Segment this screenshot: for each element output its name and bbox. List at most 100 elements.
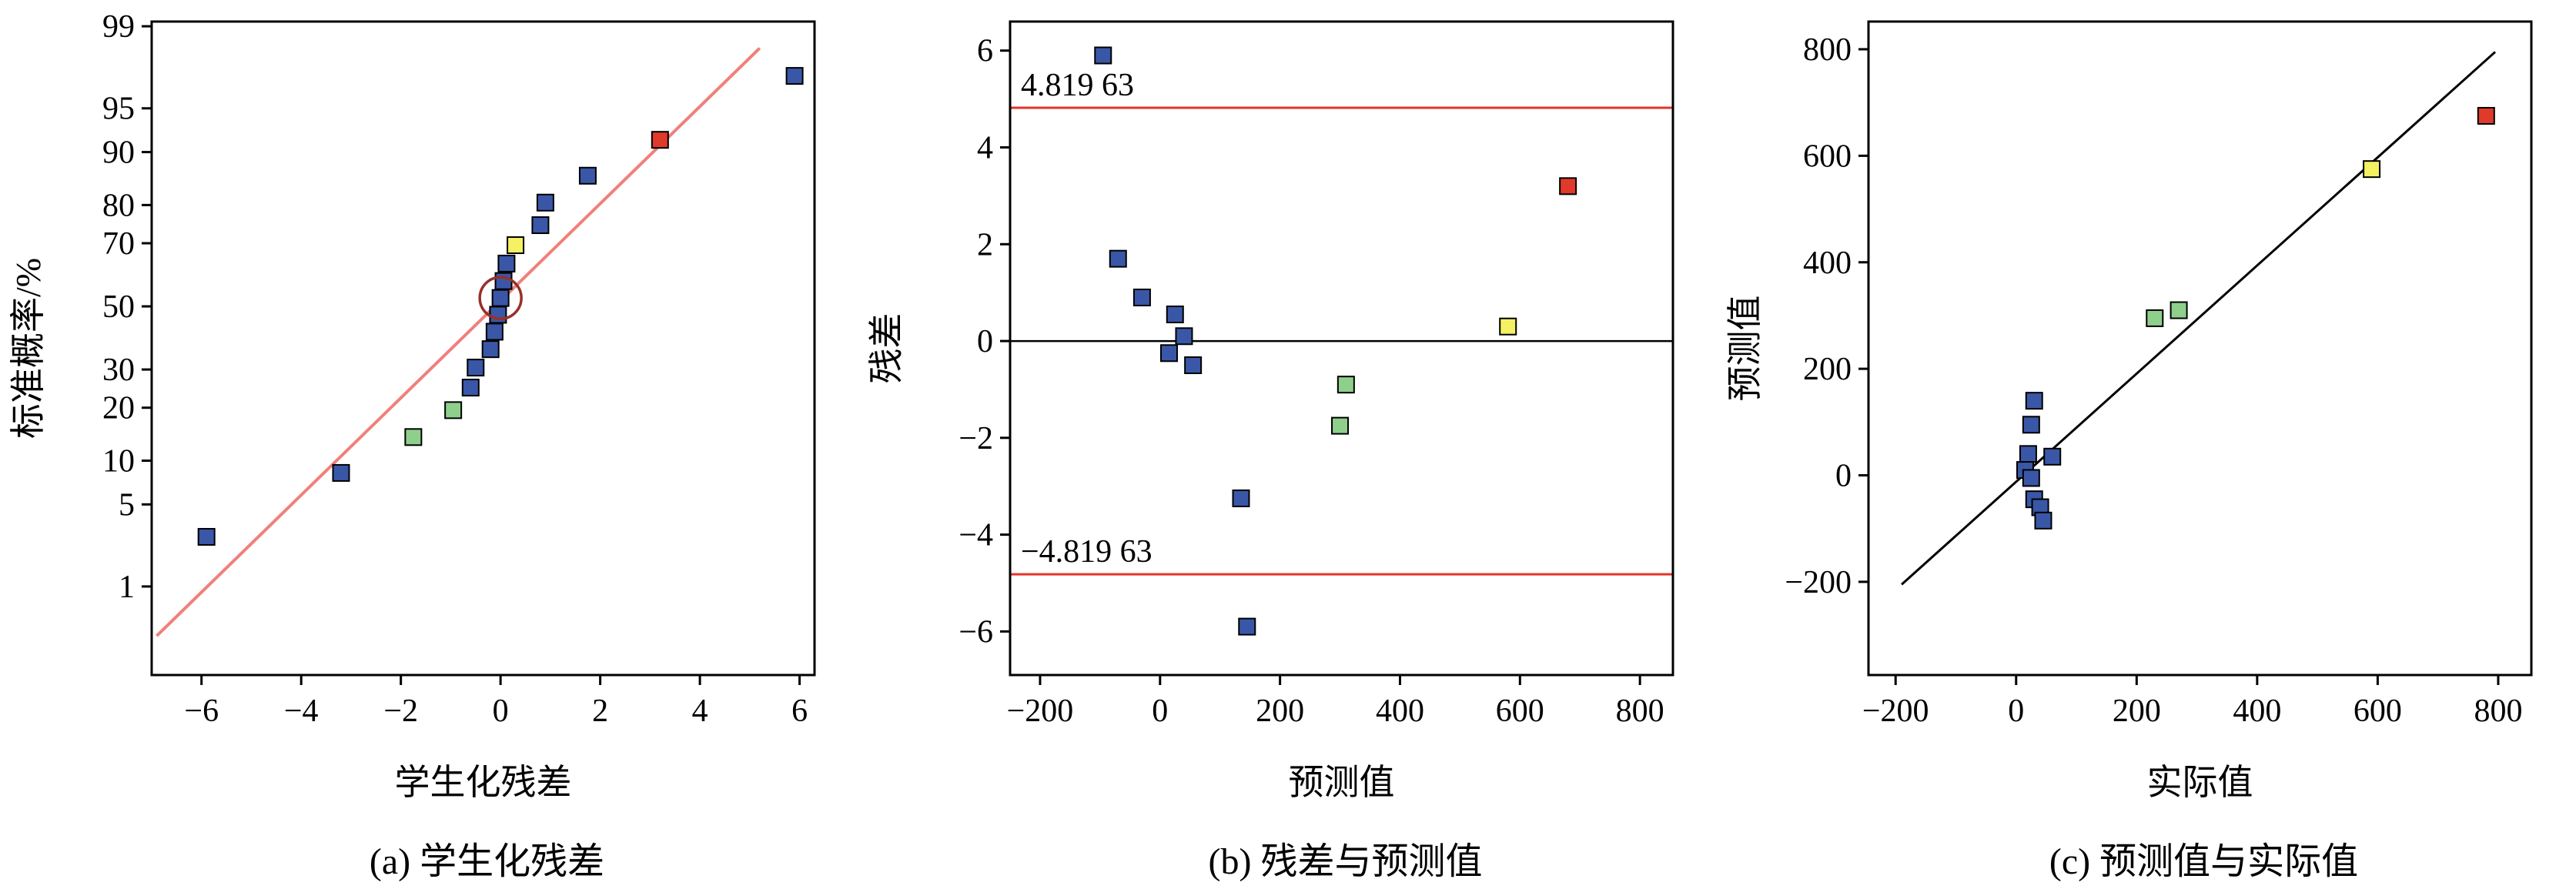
axis-frame <box>1009 20 1674 677</box>
data-point-square <box>404 428 423 446</box>
data-point-square <box>332 463 350 482</box>
y-tick-label: 0 <box>977 324 993 359</box>
data-point-square <box>1159 344 1178 363</box>
x-tick-label: 0 <box>493 693 509 729</box>
y-tick-label: 1 <box>119 570 135 605</box>
data-point-square <box>467 359 485 377</box>
data-point-square <box>1337 376 1355 394</box>
data-point-square <box>2146 309 2164 327</box>
data-point-square <box>489 306 507 324</box>
identity-line <box>1901 51 2497 586</box>
x-tick-label: 0 <box>2008 693 2024 729</box>
y-axis-title: 残差 <box>867 313 906 384</box>
caption-a: (a) 学生化残差 <box>369 841 605 882</box>
y-tick-label: −2 <box>958 421 993 456</box>
y-tick-label: 95 <box>102 92 135 127</box>
y-tick-label: 70 <box>102 226 135 262</box>
y-tick-label: 99 <box>102 9 135 45</box>
data-point-square <box>1499 317 1517 336</box>
data-point-square <box>2043 447 2062 466</box>
x-tick-label: 800 <box>2474 693 2522 729</box>
residual-limit-label: 4.819 63 <box>1021 68 1134 103</box>
data-point-square <box>481 340 500 359</box>
panel-a: −6 −4 −2 0 2 4 6 1 5 10 20 30 50 70 80 90 95 99 学生化残差 标准概率/… <box>0 0 858 889</box>
y-tick-label: 200 <box>1803 352 1852 387</box>
data-point-square <box>536 193 554 212</box>
data-point-square <box>2019 445 2037 463</box>
y-axis-title: 标准概率/% <box>8 258 48 439</box>
data-point-square <box>1559 177 1577 196</box>
panel-c: −200 0 200 400 600 800 −200 0 200 400 600 800 实际值 预测值… <box>1717 0 2575 889</box>
residual-limit-label: −4.819 63 <box>1021 534 1153 570</box>
data-point-square <box>2170 301 2188 319</box>
x-tick-label: 600 <box>2354 693 2402 729</box>
y-tick-label: 800 <box>1803 32 1852 68</box>
data-point-square <box>1232 489 1250 507</box>
data-point-square <box>485 323 503 341</box>
y-tick-label: −200 <box>1785 565 1852 600</box>
x-tick-label: 800 <box>1616 693 1664 729</box>
x-tick-label: 200 <box>2113 693 2161 729</box>
y-tick-label: 6 <box>977 34 993 69</box>
data-point-square <box>1331 416 1350 435</box>
data-point-square <box>2034 511 2052 530</box>
y-tick-label: −6 <box>958 614 993 650</box>
y-tick-label: 20 <box>102 391 135 426</box>
data-point-square <box>461 379 480 397</box>
data-point-square <box>507 236 525 255</box>
y-tick-label: 30 <box>102 353 135 388</box>
data-point-square <box>197 527 216 546</box>
data-point-square <box>785 67 804 85</box>
y-tick-label: 400 <box>1803 246 1852 281</box>
x-tick-label: −200 <box>1862 693 1929 729</box>
data-point-square <box>2025 392 2043 410</box>
y-axis-title: 预测值 <box>1725 296 1765 402</box>
chart-c-canvas: −200 0 200 400 600 800 −200 0 200 400 600 800 实际值 预测值 <box>1725 20 2533 802</box>
y-tick-label: 90 <box>102 135 135 171</box>
chart-b-canvas: 4.819 63 −4.819 63 −200 0 200 400 600 800 −6 −4 −2… <box>867 20 1674 802</box>
x-axis-title: 预测值 <box>1289 763 1395 802</box>
data-point-square <box>1184 356 1203 375</box>
data-point-square <box>1094 46 1112 65</box>
panel-b: 4.819 63 −4.819 63 −200 0 200 400 600 800 −6 −4 −2… <box>858 0 1717 889</box>
data-point-square <box>444 401 463 419</box>
highlighted-point-ring <box>478 276 523 320</box>
caption-c: (c) 预测值与实际值 <box>2049 841 2359 882</box>
y-tick-label: 80 <box>102 188 135 223</box>
data-point-square <box>1166 305 1184 323</box>
x-tick-label: −2 <box>383 693 418 729</box>
x-axis-title: 学生化残差 <box>395 763 572 802</box>
x-tick-label: 400 <box>2233 693 2281 729</box>
data-point-square <box>1109 249 1127 268</box>
x-tick-label: 600 <box>1496 693 1544 729</box>
x-tick-label: 2 <box>592 693 608 729</box>
x-tick-label: 0 <box>1152 693 1168 729</box>
y-tick-label: 50 <box>102 289 135 325</box>
caption-b: (b) 残差与预测值 <box>1208 841 1483 882</box>
data-point-square <box>494 272 513 290</box>
x-tick-label: 200 <box>1256 693 1304 729</box>
data-point-square <box>1175 327 1193 346</box>
y-tick-label: 5 <box>119 487 135 523</box>
x-tick-label: 4 <box>692 693 708 729</box>
y-tick-label: 10 <box>102 444 135 480</box>
data-point-square <box>2022 469 2040 487</box>
data-point-square <box>578 166 597 185</box>
axis-frame <box>150 20 816 677</box>
y-tick-label: 0 <box>1835 459 1852 494</box>
data-point-square <box>2022 416 2040 434</box>
x-tick-label: 6 <box>791 693 808 729</box>
y-tick-label: 2 <box>977 227 993 262</box>
y-tick-label: 4 <box>977 131 993 166</box>
normal-fit-line <box>156 47 761 637</box>
data-point-square <box>1132 288 1151 306</box>
x-tick-label: −4 <box>284 693 319 729</box>
x-axis-title: 实际值 <box>2147 763 2253 802</box>
data-point-square <box>2363 160 2381 179</box>
y-tick-label: −4 <box>958 518 993 553</box>
data-point-square <box>497 254 516 272</box>
data-point-square <box>491 289 510 307</box>
data-point-square <box>651 131 669 149</box>
